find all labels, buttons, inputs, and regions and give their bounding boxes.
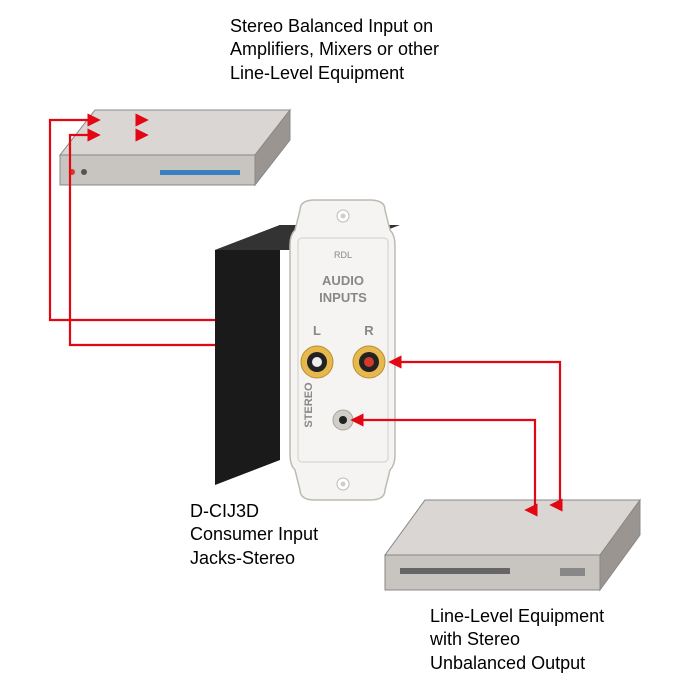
faceplate-right-label: R — [364, 323, 374, 338]
left-rca-jack — [301, 346, 333, 378]
faceplate-left-label: L — [313, 323, 321, 338]
right-rca-jack — [353, 346, 385, 378]
faceplate-stereo-label: STEREO — [303, 382, 315, 428]
diagram-svg: RDL AUDIO INPUTS L R STEREO — [0, 0, 700, 700]
stereo-minijack — [333, 410, 353, 430]
top-equipment — [60, 110, 290, 185]
faceplate: RDL AUDIO INPUTS L R STEREO — [290, 200, 395, 500]
center-device: RDL AUDIO INPUTS L R STEREO — [215, 200, 400, 500]
faceplate-brand: RDL — [334, 250, 352, 260]
faceplate-title-1: AUDIO — [322, 273, 364, 288]
bottom-equipment — [385, 500, 640, 590]
faceplate-title-2: INPUTS — [319, 290, 367, 305]
